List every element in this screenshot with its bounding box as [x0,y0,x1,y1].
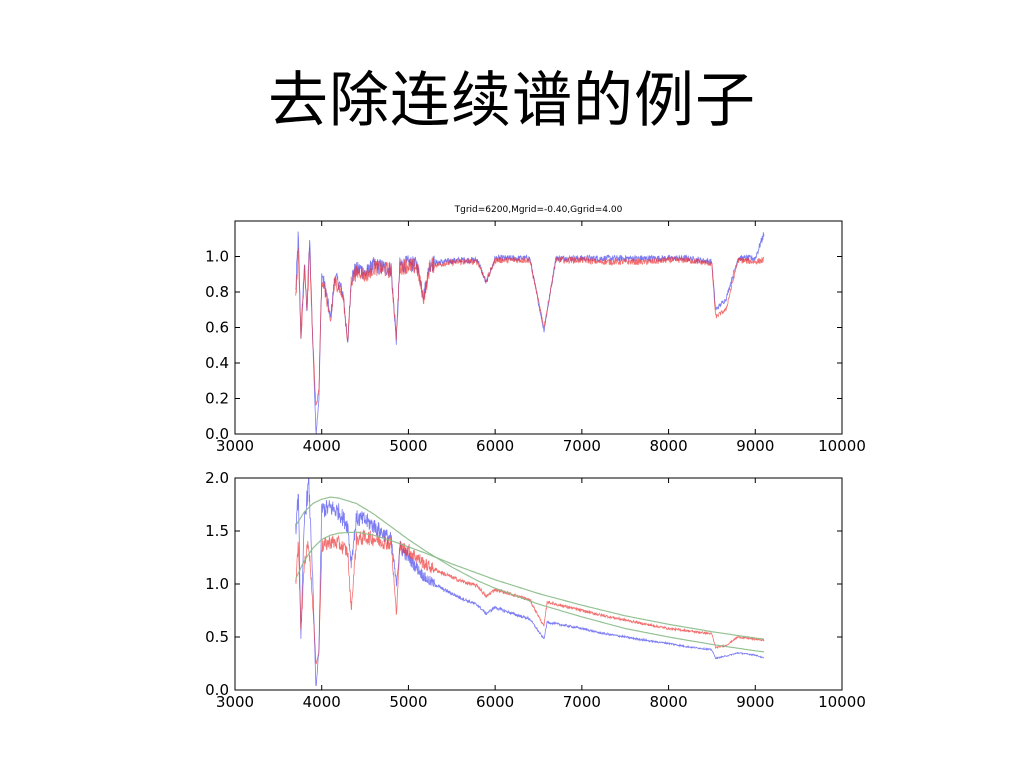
y-tick-label: 0.0 [205,681,229,699]
y-tick-label: 0.4 [205,354,229,372]
x-tick-label: 5000 [389,437,427,455]
spectrum-line-blue-0 [295,478,765,687]
y-tick-label: 0.2 [205,390,229,408]
continuum-line-green-2 [295,496,765,653]
plot-title: Tgrid=6200,Mgrid=-0.40,Ggrid=4.00 [454,205,623,215]
x-tick-label: 7000 [563,437,601,455]
spectrum-normalized-panel: 3000 4000 5000 6000 7000 8000 9000 10000 0.0 0.2 0… [205,205,866,455]
y-tick-label: 1.0 [205,575,229,593]
y-tick-label: 0.5 [205,628,229,646]
y-tick-label: 1.5 [205,522,229,540]
x-tick-label: 3000 [216,693,254,711]
x-tick-label: 9000 [736,437,774,455]
slide-title: 去除连续谱的例子 [268,66,756,136]
y-tick-label: 0.8 [205,283,229,301]
x-tick-label: 8000 [649,693,687,711]
series-group [295,478,765,687]
plot-frame [234,220,843,435]
x-tick-label: 10000 [818,693,866,711]
x-tick-label: 5000 [389,693,427,711]
spectrum-line-red-1 [295,529,765,665]
y-tick-label: 1.0 [205,248,229,266]
series-group [295,231,765,434]
spectrum-line-red-1 [295,247,765,406]
x-tick-label: 4000 [303,437,341,455]
x-tick-label: 9000 [736,693,774,711]
x-tick-label: 6000 [476,693,514,711]
y-tick-label: 2.0 [205,469,229,487]
x-tick-label: 3000 [216,437,254,455]
y-tick-label: 0.6 [205,319,229,337]
x-tick-label: 10000 [818,437,866,455]
continuum-line-green-3 [295,531,765,640]
x-tick-label: 6000 [476,437,514,455]
x-tick-label: 8000 [649,437,687,455]
x-tick-label: 4000 [303,693,341,711]
spectrum-continuum-panel: 3000 4000 5000 6000 7000 8000 9000 10000 0.0 0.5 1… [205,469,866,711]
x-tick-label: 7000 [563,693,601,711]
y-tick-label: 0.0 [205,425,229,443]
